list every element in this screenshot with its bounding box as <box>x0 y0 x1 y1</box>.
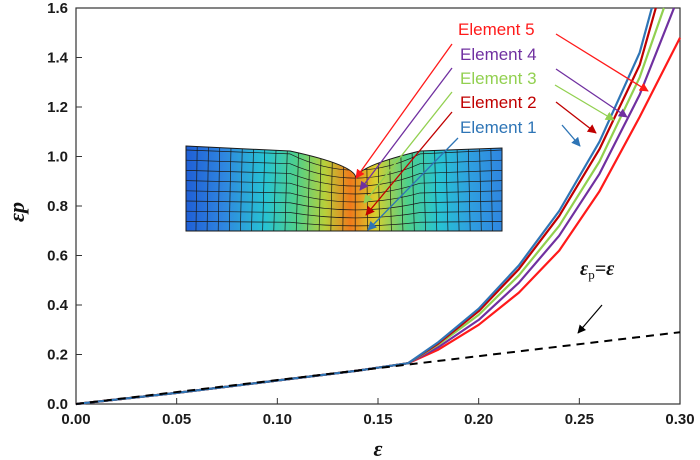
x-axis-title: ε <box>373 436 382 460</box>
legend-label-3: Element 2 <box>460 93 537 112</box>
axes: 0.00 0.05 0.10 0.15 0.20 0.25 0.30 0.0 0.2 0.4 0.6… <box>47 0 694 428</box>
x-tick-label: 0.30 <box>665 411 694 428</box>
x-tick-label: 0.15 <box>363 411 392 428</box>
x-tick-label: 0.25 <box>565 411 594 428</box>
mesh-inset <box>185 145 503 232</box>
x-tick-label: 0.20 <box>464 411 493 428</box>
y-tick-label: 0.4 <box>47 297 69 314</box>
legend: Element 5 Element 4 Element 3 Element 2 Elem… <box>458 20 537 137</box>
legend-label-0: Element 5 <box>458 20 535 39</box>
y-tick-label: 1.6 <box>47 0 68 17</box>
x-tick-label: 0.05 <box>162 411 191 428</box>
y-tick-label: 1.4 <box>47 50 69 67</box>
series-layer <box>75 7 681 406</box>
identity-line-label: εp=ε <box>580 258 615 282</box>
y-tick-label: 1.0 <box>47 149 68 166</box>
y-tick-label: 0.0 <box>47 396 68 413</box>
x-tick-label: 0.10 <box>263 411 292 428</box>
element-arrows <box>355 33 649 334</box>
y-tick-label: 0.8 <box>47 198 68 215</box>
y-tick-label: 1.2 <box>47 99 68 116</box>
x-tick-label: 0.00 <box>61 411 90 428</box>
legend-label-2: Element 3 <box>460 69 537 88</box>
y-tick-label: 0.2 <box>47 347 68 364</box>
series-line-5 <box>75 331 681 405</box>
y-tick-label: 0.6 <box>47 248 68 265</box>
y-axis-title: εp <box>4 202 29 222</box>
legend-label-1: Element 4 <box>460 45 537 64</box>
legend-label-4: Element 1 <box>460 118 537 137</box>
